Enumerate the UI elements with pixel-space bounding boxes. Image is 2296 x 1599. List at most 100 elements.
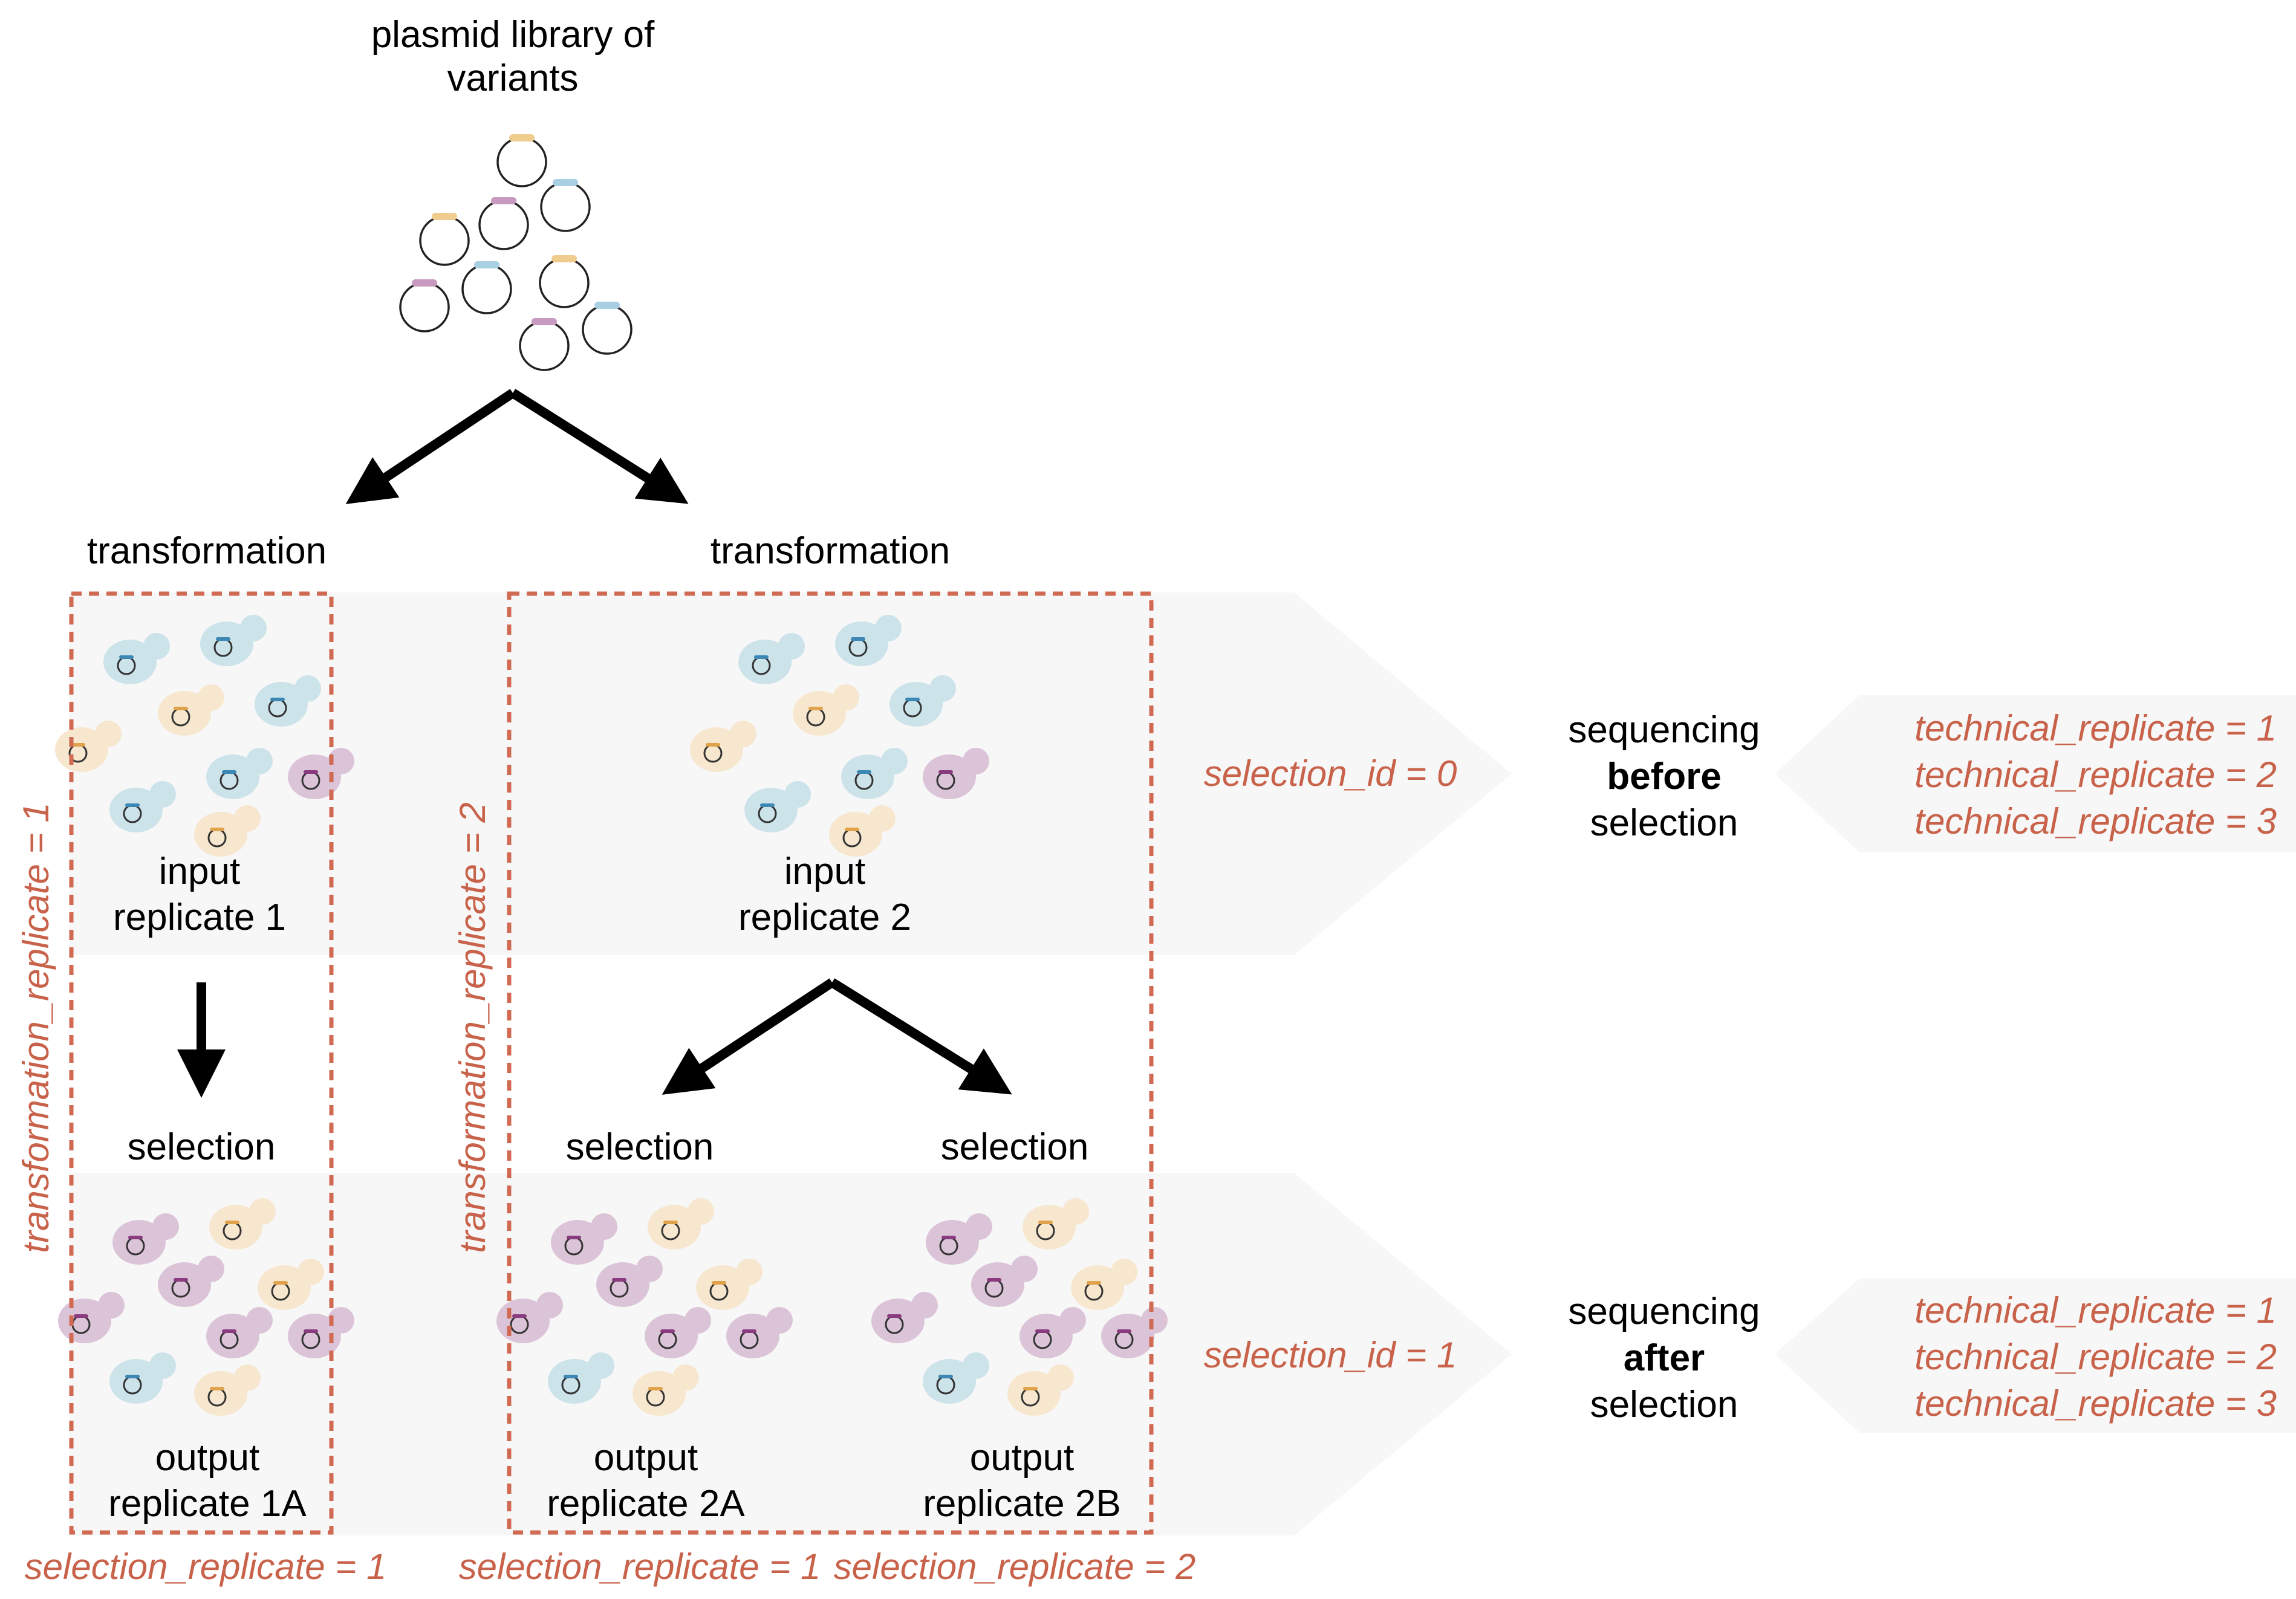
yeast-cell <box>288 1307 354 1358</box>
output-1a-line1: output <box>155 1437 259 1479</box>
yeast-cell <box>829 805 896 857</box>
output-2b-line2: replicate 2B <box>923 1483 1120 1525</box>
technical-replicate-after-3: technical_replicate = 3 <box>1914 1383 2277 1424</box>
yeast-cell <box>103 633 170 684</box>
output-2b-line1: output <box>970 1437 1074 1479</box>
yeast-cell <box>209 1198 276 1250</box>
sequencing-before-line2: before <box>1607 756 1721 797</box>
yeast-cell <box>548 1352 614 1404</box>
transformation-label-left: transformation <box>87 530 327 572</box>
output-1a-line2: replicate 1A <box>108 1483 307 1525</box>
transformation-label-right: transformation <box>711 530 950 572</box>
split-arrows-input-2 <box>662 978 1012 1095</box>
yeast-cell <box>690 721 756 772</box>
yeast-cell <box>738 633 805 684</box>
yeast-cell <box>109 781 176 832</box>
cell-cluster-input-2 <box>690 615 989 857</box>
output-2a-line2: replicate 2A <box>547 1483 745 1525</box>
technical-replicate-before-3: technical_replicate = 3 <box>1914 801 2277 842</box>
technical-replicates-tag-before <box>1775 695 2296 852</box>
sequencing-before-line1: sequencing <box>1568 709 1760 751</box>
plasmid-icon <box>519 318 570 371</box>
yeast-cell <box>835 615 902 666</box>
yeast-cell <box>793 684 859 736</box>
plasmid-library-cluster <box>399 134 633 371</box>
yeast-cell <box>871 1292 938 1343</box>
plasmid-icon <box>539 255 590 308</box>
yeast-cell <box>744 781 811 832</box>
plasmid-icon <box>461 261 512 314</box>
plasmid-icon <box>540 179 591 232</box>
selection-replicate-2b-label: selection_replicate = 2 <box>834 1546 1196 1587</box>
yeast-cell <box>551 1213 617 1265</box>
plasmid-icon <box>478 197 529 250</box>
yeast-cell <box>158 1256 224 1307</box>
yeast-cell <box>645 1307 711 1358</box>
yeast-cell <box>971 1256 1038 1307</box>
plasmid-icon <box>419 213 470 266</box>
transformation-replicate-1-label: transformation_replicate = 1 <box>16 802 56 1253</box>
yeast-cell <box>889 675 956 727</box>
yeast-cell <box>1023 1198 1089 1250</box>
yeast-cell <box>1007 1364 1074 1416</box>
yeast-cell <box>255 675 321 727</box>
plasmid-icon <box>496 134 547 187</box>
yeast-cell <box>58 1292 125 1343</box>
yeast-cell <box>288 748 354 799</box>
input-2-line2: replicate 2 <box>738 897 911 938</box>
output-2a-line1: output <box>594 1437 698 1479</box>
transformation-replicate-box-2 <box>507 591 1154 1535</box>
yeast-cell <box>200 615 267 666</box>
plasmid-icon <box>399 279 450 332</box>
cell-cluster-output-2a <box>496 1198 793 1416</box>
yeast-cell <box>194 1364 261 1416</box>
selection-label-2a: selection <box>566 1126 714 1168</box>
plasmid-icon <box>582 302 633 355</box>
transformation-replicate-2-label: transformation_replicate = 2 <box>452 802 493 1253</box>
yeast-cell <box>109 1352 176 1404</box>
technical-replicate-after-2: technical_replicate = 2 <box>1914 1337 2277 1377</box>
technical-replicate-before-1: technical_replicate = 1 <box>1914 708 2277 748</box>
input-1-line1: input <box>159 851 240 892</box>
yeast-cell <box>726 1307 793 1358</box>
selection-label-2b: selection <box>941 1126 1089 1168</box>
selection-replicate-2a-label: selection_replicate = 1 <box>459 1546 821 1587</box>
cell-cluster-output-2b <box>871 1198 1168 1416</box>
yeast-cell <box>596 1256 663 1307</box>
technical-replicate-after-1: technical_replicate = 1 <box>1914 1290 2277 1331</box>
sequencing-after-line2: after <box>1624 1337 1705 1379</box>
sequencing-after-line3: selection <box>1590 1384 1738 1425</box>
transformation-replicate-box-1 <box>69 591 334 1535</box>
yeast-cell <box>206 748 273 799</box>
selection-replicate-1a-label: selection_replicate = 1 <box>25 1546 387 1587</box>
input-2-line1: input <box>784 851 865 892</box>
selection-label-1: selection <box>128 1126 276 1168</box>
yeast-cell <box>55 721 122 772</box>
split-arrows-library <box>345 389 689 504</box>
yeast-cell <box>926 1213 992 1265</box>
yeast-cell <box>633 1364 699 1416</box>
yeast-cell <box>1101 1307 1168 1358</box>
yeast-cell <box>923 748 989 799</box>
yeast-cell <box>1071 1259 1137 1310</box>
technical-replicates-tag-after <box>1775 1279 2296 1433</box>
selection-id-0-label: selection_id = 0 <box>1204 753 1457 794</box>
selection-id-1-label: selection_id = 1 <box>1204 1335 1457 1375</box>
input-1-line2: replicate 1 <box>113 897 286 938</box>
technical-replicate-before-2: technical_replicate = 2 <box>1914 754 2277 795</box>
yeast-cell <box>841 748 908 799</box>
yeast-cell <box>206 1307 273 1358</box>
yeast-cell <box>923 1352 989 1404</box>
library-title-line1: plasmid library of <box>371 14 655 56</box>
yeast-cell <box>158 684 224 736</box>
yeast-cell <box>194 805 261 857</box>
sequencing-after-line1: sequencing <box>1568 1291 1760 1332</box>
yeast-cell <box>258 1259 324 1310</box>
library-title-line2: variants <box>447 57 578 99</box>
cell-cluster-output-1a <box>58 1198 354 1416</box>
cell-cluster-input-1 <box>55 615 354 857</box>
sequencing-before-line3: selection <box>1590 802 1738 844</box>
yeast-cell <box>696 1259 763 1310</box>
yeast-cell <box>648 1198 714 1250</box>
